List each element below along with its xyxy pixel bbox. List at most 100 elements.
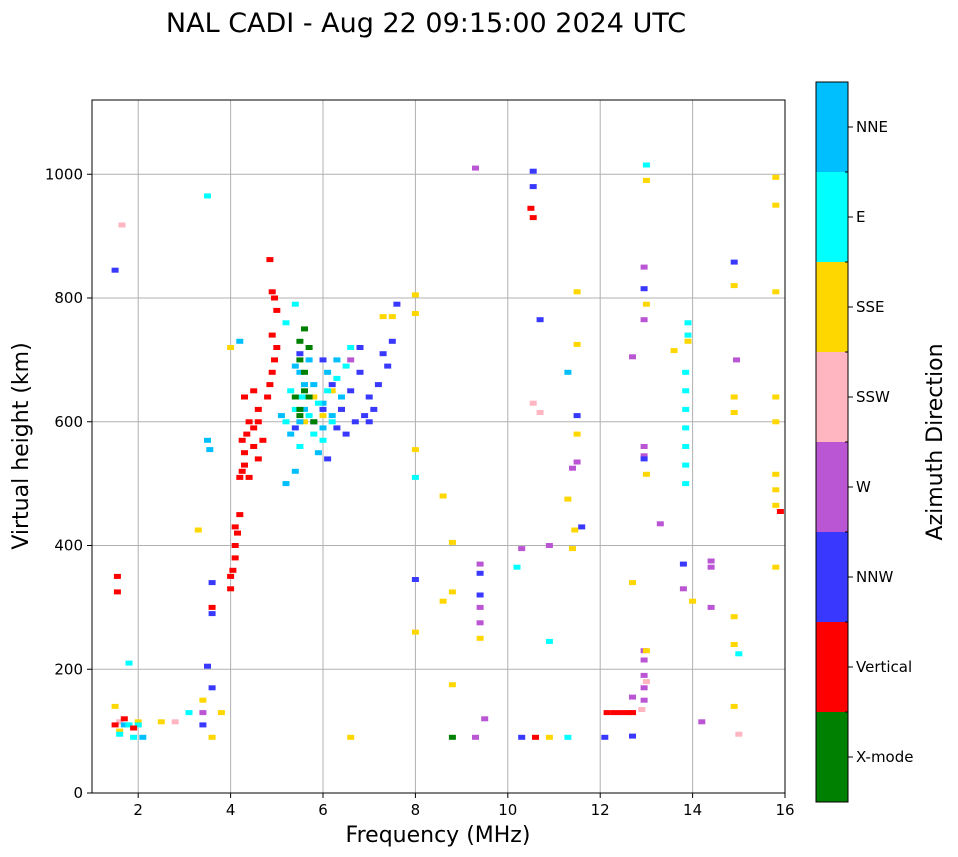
point-sse: [772, 394, 780, 400]
point-nnw: [208, 580, 216, 586]
point-sse: [772, 564, 780, 570]
point-w: [199, 710, 207, 716]
point-x-mode: [305, 394, 313, 400]
point-w: [640, 264, 648, 270]
point-sse: [301, 419, 308, 425]
point-sse: [388, 314, 396, 320]
point-e: [291, 301, 299, 307]
y-tick-label: 800: [54, 289, 83, 307]
point-e: [287, 388, 295, 394]
point-nnw: [111, 267, 119, 273]
colorbar-category-label: NNW: [856, 568, 893, 586]
point-vertical: [234, 530, 241, 536]
point-sse: [772, 502, 780, 508]
point-e: [682, 481, 690, 487]
point-w: [733, 357, 740, 363]
point-sse: [157, 719, 165, 725]
point-sse: [227, 345, 235, 350]
point-ssw: [529, 400, 537, 406]
point-sse: [448, 682, 456, 688]
point-ssw: [536, 410, 544, 415]
point-nnw: [319, 406, 327, 412]
point-vertical: [266, 382, 274, 388]
point-vertical: [238, 437, 246, 443]
point-w: [476, 561, 484, 567]
point-sse: [116, 728, 124, 734]
point-sse: [730, 614, 738, 620]
point-sse: [439, 493, 447, 499]
point-nnw: [388, 338, 396, 344]
point-sse: [411, 629, 419, 635]
point-sse: [772, 419, 780, 425]
y-tick-label: 1000: [45, 165, 83, 183]
point-sse: [199, 697, 207, 703]
point-nnw: [319, 357, 327, 363]
colorbar-category-label: E: [856, 208, 865, 226]
point-e: [282, 419, 290, 425]
point-nnw: [393, 301, 401, 307]
point-ssw: [735, 731, 743, 737]
point-e: [319, 437, 327, 443]
point-w: [629, 354, 636, 360]
point-w: [640, 453, 648, 459]
point-sse: [411, 292, 419, 298]
point-nnw: [291, 425, 299, 431]
point-x-mode: [291, 394, 299, 400]
point-w: [640, 317, 648, 323]
point-ssw: [118, 222, 126, 228]
point-e: [682, 444, 690, 449]
point-sse: [730, 703, 738, 709]
point-sse: [730, 283, 738, 289]
point-w: [707, 564, 715, 570]
point-nne: [310, 382, 318, 388]
point-e: [682, 425, 690, 431]
point-vertical: [776, 509, 784, 514]
point-nne: [282, 481, 290, 487]
x-axis-label: Frequency (MHz): [346, 823, 531, 848]
point-x-mode: [301, 369, 308, 375]
point-e: [682, 406, 690, 412]
point-nnw: [379, 351, 387, 357]
point-ssw: [638, 707, 646, 712]
point-nnw: [347, 388, 355, 394]
colorbar-swatch: [816, 532, 848, 622]
point-nnw: [730, 259, 738, 265]
x-tick-label: 12: [591, 801, 610, 819]
colorbar-swatch: [816, 622, 848, 712]
point-vertical: [111, 722, 119, 728]
point-sse: [439, 598, 447, 604]
point-e: [204, 193, 211, 199]
point-e: [564, 734, 572, 740]
point-nnw: [601, 734, 609, 740]
point-sse: [772, 289, 780, 295]
point-vertical: [532, 734, 539, 740]
point-vertical: [268, 369, 276, 375]
point-sse: [642, 177, 650, 183]
point-vertical: [617, 710, 625, 716]
y-tick-label: 600: [54, 413, 83, 431]
point-vertical: [629, 710, 636, 716]
point-vertical: [130, 725, 138, 731]
point-vertical: [227, 586, 235, 592]
point-nnw: [342, 431, 350, 437]
point-sse: [564, 496, 572, 502]
point-sse: [217, 710, 225, 716]
point-sse: [642, 301, 650, 307]
point-vertical: [268, 289, 276, 295]
point-e: [125, 722, 133, 728]
point-nnw: [578, 524, 586, 530]
point-sse: [573, 431, 581, 437]
colorbar-category-label: SSE: [856, 298, 885, 316]
point-x-mode: [296, 357, 304, 363]
point-w: [698, 719, 706, 725]
point-e: [342, 363, 350, 369]
point-w: [640, 444, 648, 449]
point-sse: [411, 447, 419, 453]
point-vertical: [254, 419, 262, 425]
point-nnw: [629, 733, 636, 739]
point-e: [684, 332, 692, 338]
colorbar-category-label: NNE: [856, 118, 888, 136]
point-vertical: [245, 474, 253, 480]
point-sse: [772, 174, 780, 180]
point-nnw: [529, 184, 537, 190]
